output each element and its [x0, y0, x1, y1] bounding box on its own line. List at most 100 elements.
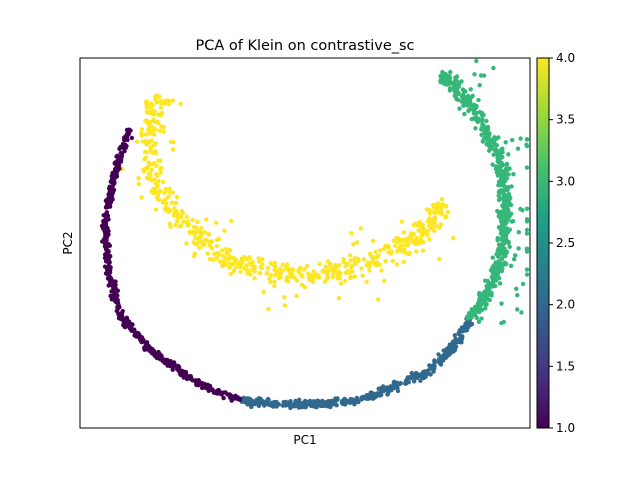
scatter-point [476, 97, 481, 103]
scatter-point [191, 240, 196, 245]
scatter-point [432, 217, 437, 222]
scatter-point [212, 251, 217, 257]
scatter-point [510, 137, 515, 143]
scatter-point [178, 223, 184, 228]
scatter-point [524, 206, 530, 211]
scatter-point [455, 97, 461, 103]
scatter-point [322, 401, 327, 406]
scatter-point [417, 219, 423, 225]
scatter-point [479, 307, 485, 313]
scatter-point [364, 279, 369, 285]
scatter-point [359, 266, 364, 271]
scatter-point [144, 99, 150, 105]
scatter-point [348, 253, 353, 258]
scatter-point [273, 264, 278, 270]
scatter-point [151, 190, 156, 196]
scatter-point [112, 160, 118, 165]
scatter-point [159, 124, 164, 129]
scatter-point [484, 118, 489, 124]
scatter-point [153, 151, 159, 156]
scatter-point [373, 249, 378, 255]
scatter-point [207, 383, 213, 389]
scatter-point [273, 272, 278, 278]
scatter-point [471, 102, 477, 108]
scatter-point [207, 239, 213, 245]
scatter-point [297, 397, 302, 402]
scatter-point [144, 344, 149, 349]
scatter-point [516, 246, 521, 251]
scatter-point [229, 397, 235, 402]
scatter-point [154, 99, 159, 105]
scatter-point [187, 230, 193, 235]
scatter-point [188, 374, 193, 379]
scatter-point [433, 210, 438, 215]
scatter-point [266, 306, 271, 312]
scatter-point [292, 275, 297, 280]
scatter-point [402, 250, 407, 255]
scatter-point [104, 271, 109, 276]
scatter-point [474, 110, 479, 116]
scatter-point [223, 262, 228, 267]
scatter-point [285, 279, 291, 284]
scatter-point [282, 295, 287, 300]
scatter-point [108, 278, 113, 284]
scatter-point [124, 127, 130, 133]
scatter-point [166, 207, 172, 212]
scatter-point [520, 281, 526, 287]
scatter-point [404, 236, 409, 242]
scatter-point [245, 268, 250, 273]
scatter-point [468, 312, 473, 317]
scatter-point [285, 262, 290, 267]
scatter-point [479, 112, 484, 118]
scatter-point [190, 217, 195, 223]
scatter-point [524, 142, 529, 147]
scatter-point [367, 251, 373, 257]
scatter-point [402, 242, 408, 248]
scatter-point [420, 248, 426, 253]
scatter-point [507, 166, 512, 171]
scatter-point [480, 126, 485, 131]
scatter-point [503, 211, 509, 216]
scatter-point [278, 275, 283, 280]
scatter-point [288, 274, 293, 280]
scatter-point [317, 261, 322, 267]
scatter-point [151, 112, 157, 117]
scatter-point [507, 244, 512, 249]
scatter-point [361, 257, 367, 262]
scatter-point [370, 396, 376, 401]
scatter-point [274, 404, 279, 409]
scatter-point [311, 399, 316, 404]
scatter-point [272, 284, 277, 289]
scatter-point [164, 201, 169, 206]
scatter-point [474, 58, 479, 64]
scatter-point [268, 261, 273, 266]
scatter-point [473, 117, 479, 122]
scatter-point [214, 256, 220, 261]
scatter-point [390, 258, 396, 264]
scatter-point [240, 257, 245, 263]
scatter-point [144, 109, 149, 115]
scatter-point [298, 265, 303, 270]
scatter-point [324, 276, 330, 281]
scatter-point [106, 232, 111, 237]
scatter-point [328, 261, 333, 267]
scatter-point [341, 260, 346, 265]
scatter-point [466, 108, 471, 113]
scatter-point [438, 80, 443, 85]
scatter-point [116, 158, 121, 163]
scatter-point [496, 135, 501, 140]
scatter-point [282, 303, 288, 308]
scatter-point [335, 276, 341, 281]
scatter-point [126, 131, 131, 137]
scatter-point [491, 152, 496, 157]
scatter-point [129, 135, 135, 141]
scatter-point [492, 140, 497, 145]
scatter-point [474, 315, 480, 321]
scatter-point [121, 145, 127, 151]
scatter-point [199, 381, 205, 386]
scatter-point [304, 263, 310, 269]
scatter-point [504, 176, 510, 181]
scatter-point [457, 106, 462, 111]
scatter-point [134, 139, 140, 144]
